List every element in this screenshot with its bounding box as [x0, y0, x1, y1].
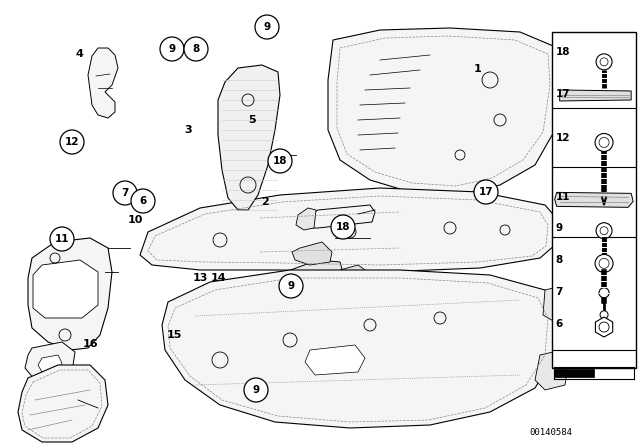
Polygon shape — [305, 345, 365, 375]
Text: 9: 9 — [287, 281, 294, 291]
Polygon shape — [218, 65, 280, 210]
Circle shape — [595, 134, 613, 151]
Circle shape — [60, 130, 84, 154]
Polygon shape — [328, 28, 562, 195]
Circle shape — [595, 254, 613, 272]
Circle shape — [600, 227, 608, 235]
Text: 17: 17 — [479, 187, 493, 197]
Text: 7: 7 — [556, 287, 563, 297]
Text: 11: 11 — [55, 234, 69, 244]
Circle shape — [244, 378, 268, 402]
Circle shape — [113, 181, 137, 205]
Polygon shape — [543, 285, 572, 322]
Polygon shape — [535, 350, 568, 390]
Polygon shape — [38, 355, 62, 372]
Circle shape — [255, 15, 279, 39]
Circle shape — [50, 227, 74, 251]
Polygon shape — [554, 369, 594, 377]
Text: 12: 12 — [556, 133, 570, 143]
Circle shape — [599, 138, 609, 147]
Circle shape — [599, 288, 609, 298]
Polygon shape — [300, 205, 375, 228]
Text: 00140584: 00140584 — [529, 428, 572, 437]
Text: 10: 10 — [128, 215, 143, 225]
Polygon shape — [595, 317, 612, 337]
Text: 1: 1 — [474, 64, 482, 74]
Circle shape — [160, 37, 184, 61]
Polygon shape — [162, 270, 558, 428]
Circle shape — [331, 215, 355, 239]
Text: 18: 18 — [556, 47, 570, 56]
Circle shape — [184, 37, 208, 61]
Text: 11: 11 — [556, 192, 570, 202]
Circle shape — [268, 149, 292, 173]
Circle shape — [596, 223, 612, 239]
Text: 18: 18 — [336, 222, 350, 232]
Text: 9: 9 — [252, 385, 260, 395]
Text: 9: 9 — [556, 224, 563, 233]
Text: 17: 17 — [556, 89, 570, 99]
Text: 18: 18 — [273, 156, 287, 166]
Polygon shape — [559, 90, 631, 101]
Polygon shape — [18, 365, 108, 442]
Text: 6: 6 — [140, 196, 147, 206]
Text: 5: 5 — [248, 115, 255, 125]
Polygon shape — [292, 242, 332, 265]
Text: 3: 3 — [184, 125, 191, 135]
Text: 7: 7 — [122, 188, 129, 198]
Polygon shape — [88, 48, 118, 118]
Polygon shape — [25, 342, 75, 382]
Text: 9: 9 — [264, 22, 271, 32]
Bar — [552, 32, 636, 368]
Text: 15: 15 — [167, 330, 182, 340]
Text: 14: 14 — [211, 273, 227, 283]
Circle shape — [596, 54, 612, 70]
Circle shape — [131, 189, 155, 213]
Text: 12: 12 — [65, 137, 79, 147]
Polygon shape — [33, 260, 98, 318]
Text: 4: 4 — [75, 49, 83, 59]
Text: 16: 16 — [83, 339, 99, 349]
Circle shape — [600, 311, 608, 319]
Circle shape — [600, 58, 608, 66]
Text: 6: 6 — [556, 319, 563, 329]
Circle shape — [599, 322, 609, 332]
Text: 9: 9 — [168, 44, 175, 54]
Polygon shape — [278, 260, 345, 298]
Polygon shape — [334, 265, 368, 290]
Text: 2: 2 — [261, 197, 269, 207]
Polygon shape — [555, 192, 633, 207]
Polygon shape — [296, 208, 316, 230]
Circle shape — [599, 258, 609, 268]
Text: 8: 8 — [556, 255, 563, 265]
Circle shape — [474, 180, 498, 204]
Polygon shape — [28, 238, 112, 350]
Text: 13: 13 — [193, 273, 209, 283]
Text: 8: 8 — [193, 44, 200, 54]
Circle shape — [279, 274, 303, 298]
Polygon shape — [140, 188, 558, 272]
